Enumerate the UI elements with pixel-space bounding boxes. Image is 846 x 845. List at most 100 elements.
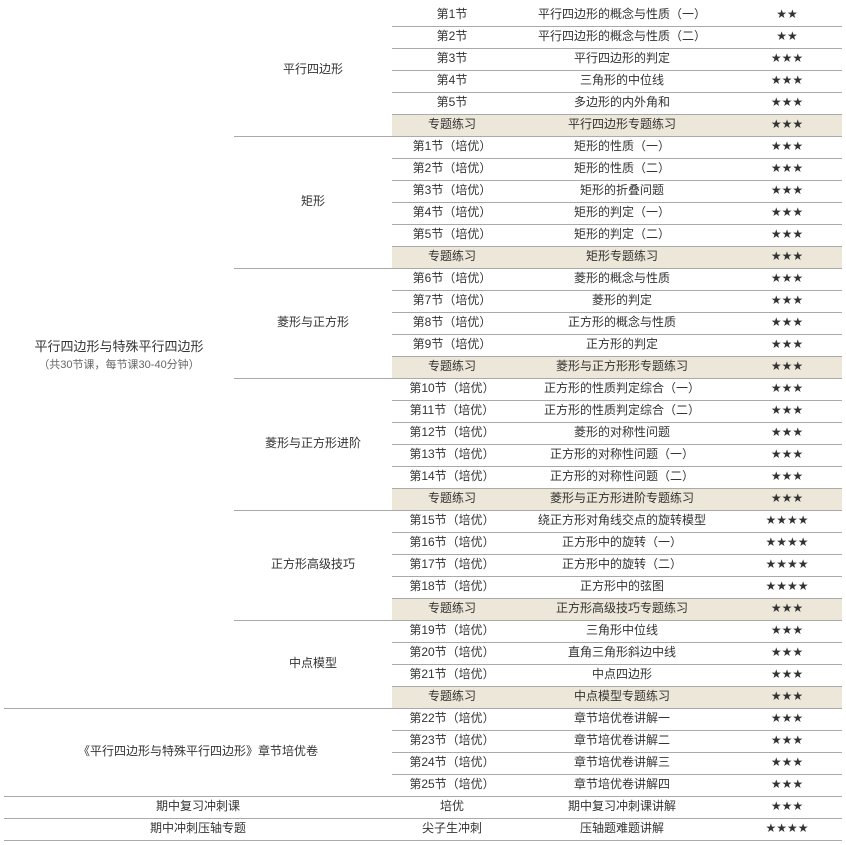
lesson-cell: 尖子生冲刺 <box>392 818 512 840</box>
topic-cell: 章节培优卷讲解二 <box>512 730 732 752</box>
lesson-cell: 第10节（培优） <box>392 378 512 400</box>
topic-cell: 正方形高级技巧专题练习 <box>512 598 732 620</box>
lesson-cell: 第25节（培优） <box>392 774 512 796</box>
stars-cell: ★★★★ <box>732 532 842 554</box>
topic-cell: 正方形的性质判定综合（一） <box>512 378 732 400</box>
lesson-cell: 专题练习 <box>392 686 512 708</box>
stars-cell: ★★★ <box>732 378 842 400</box>
topic-cell: 平行四边形的概念与性质（二） <box>512 26 732 48</box>
table-row: 期中冲刺压轴专题尖子生冲刺压轴题难题讲解★★★★ <box>4 818 842 840</box>
topic-cell: 矩形专题练习 <box>512 246 732 268</box>
topic-cell: 正方形的对称性问题（一） <box>512 444 732 466</box>
topic-cell: 矩形的性质（二） <box>512 158 732 180</box>
lesson-cell: 第18节（培优） <box>392 576 512 598</box>
topic-cell: 矩形的判定（二） <box>512 224 732 246</box>
stars-cell: ★★★ <box>732 202 842 224</box>
stars-cell: ★★★ <box>732 268 842 290</box>
lesson-cell: 第2节 <box>392 26 512 48</box>
stars-cell: ★★★ <box>732 620 842 642</box>
lesson-cell: 专题练习 <box>392 356 512 378</box>
stars-cell: ★★★ <box>732 356 842 378</box>
lesson-cell: 培优 <box>392 796 512 818</box>
topic-cell: 平行四边形专题练习 <box>512 114 732 136</box>
stars-cell: ★★★ <box>732 730 842 752</box>
stars-cell: ★★★ <box>732 686 842 708</box>
stars-cell: ★★★★ <box>732 576 842 598</box>
lesson-cell: 第15节（培优） <box>392 510 512 532</box>
subsection-cell: 菱形与正方形 <box>234 268 392 378</box>
stars-cell: ★★★ <box>732 334 842 356</box>
lesson-cell: 第4节 <box>392 70 512 92</box>
topic-cell: 章节培优卷讲解一 <box>512 708 732 730</box>
chapter-exam-title: 《平行四边形与特殊平行四边形》章节培优卷 <box>4 708 392 796</box>
stars-cell: ★★★ <box>732 158 842 180</box>
topic-cell: 正方形的对称性问题（二） <box>512 466 732 488</box>
lesson-cell: 第2节（培优） <box>392 158 512 180</box>
lesson-cell: 第5节 <box>392 92 512 114</box>
lesson-cell: 第3节（培优） <box>392 180 512 202</box>
topic-cell: 章节培优卷讲解三 <box>512 752 732 774</box>
topic-cell: 菱形的对称性问题 <box>512 422 732 444</box>
lesson-cell: 专题练习 <box>392 114 512 136</box>
stars-cell: ★★★ <box>732 400 842 422</box>
topic-cell: 正方形中的旋转（二） <box>512 554 732 576</box>
topic-cell: 期中复习冲刺课讲解 <box>512 796 732 818</box>
topic-cell: 中点四边形 <box>512 664 732 686</box>
lesson-cell: 第19节（培优） <box>392 620 512 642</box>
stars-cell: ★★★ <box>732 180 842 202</box>
lesson-cell: 第1节 <box>392 4 512 26</box>
stars-cell: ★★★ <box>732 796 842 818</box>
lesson-cell: 第22节（培优） <box>392 708 512 730</box>
subsection-cell: 菱形与正方形进阶 <box>234 378 392 510</box>
table-row: 平行四边形与特殊平行四边形（共30节课，每节课30-40分钟）平行四边形第1节平… <box>4 4 842 26</box>
lesson-cell: 第6节（培优） <box>392 268 512 290</box>
stars-cell: ★★★ <box>732 92 842 114</box>
curriculum-table: 平行四边形与特殊平行四边形（共30节课，每节课30-40分钟）平行四边形第1节平… <box>4 4 842 841</box>
topic-cell: 平行四边形的判定 <box>512 48 732 70</box>
topic-cell: 矩形的性质（一） <box>512 136 732 158</box>
lesson-cell: 第5节（培优） <box>392 224 512 246</box>
stars-cell: ★★★ <box>732 444 842 466</box>
topic-cell: 多边形的内外角和 <box>512 92 732 114</box>
topic-cell: 矩形的判定（一） <box>512 202 732 224</box>
topic-cell: 菱形与正方形进阶专题练习 <box>512 488 732 510</box>
lesson-cell: 第20节（培优） <box>392 642 512 664</box>
lesson-cell: 第13节（培优） <box>392 444 512 466</box>
lesson-cell: 第21节（培优） <box>392 664 512 686</box>
stars-cell: ★★ <box>732 26 842 48</box>
lesson-cell: 第3节 <box>392 48 512 70</box>
topic-cell: 正方形的判定 <box>512 334 732 356</box>
lesson-cell: 专题练习 <box>392 246 512 268</box>
topic-cell: 正方形的概念与性质 <box>512 312 732 334</box>
table-row: 期中复习冲刺课培优期中复习冲刺课讲解★★★ <box>4 796 842 818</box>
stars-cell: ★★ <box>732 4 842 26</box>
subsection-cell: 矩形 <box>234 136 392 268</box>
stars-cell: ★★★★ <box>732 510 842 532</box>
lesson-cell: 第12节（培优） <box>392 422 512 444</box>
lesson-cell: 第8节（培优） <box>392 312 512 334</box>
topic-cell: 绕正方形对角线交点的旋转模型 <box>512 510 732 532</box>
subsection-cell: 正方形高级技巧 <box>234 510 392 620</box>
topic-cell: 三角形的中位线 <box>512 70 732 92</box>
stars-cell: ★★★ <box>732 598 842 620</box>
main-section-subtitle: （共30节课，每节课30-40分钟） <box>8 358 230 372</box>
topic-cell: 直角三角形斜边中线 <box>512 642 732 664</box>
topic-cell: 中点模型专题练习 <box>512 686 732 708</box>
bottom-section-title: 期中复习冲刺课 <box>4 796 392 818</box>
subsection-cell: 平行四边形 <box>234 4 392 136</box>
table-row: 《平行四边形与特殊平行四边形》章节培优卷第22节（培优）章节培优卷讲解一★★★ <box>4 708 842 730</box>
subsection-cell: 中点模型 <box>234 620 392 708</box>
topic-cell: 正方形中的弦图 <box>512 576 732 598</box>
lesson-cell: 第23节（培优） <box>392 730 512 752</box>
lesson-cell: 第17节（培优） <box>392 554 512 576</box>
topic-cell: 菱形的判定 <box>512 290 732 312</box>
stars-cell: ★★★ <box>732 642 842 664</box>
stars-cell: ★★★ <box>732 312 842 334</box>
stars-cell: ★★★★ <box>732 554 842 576</box>
main-section-cell: 平行四边形与特殊平行四边形 （共30节课，每节课30-40分钟） <box>4 4 234 708</box>
stars-cell: ★★★ <box>732 246 842 268</box>
topic-cell: 平行四边形的概念与性质（一） <box>512 4 732 26</box>
main-section-title: 平行四边形与特殊平行四边形 <box>34 339 203 354</box>
stars-cell: ★★★★ <box>732 818 842 840</box>
topic-cell: 矩形的折叠问题 <box>512 180 732 202</box>
